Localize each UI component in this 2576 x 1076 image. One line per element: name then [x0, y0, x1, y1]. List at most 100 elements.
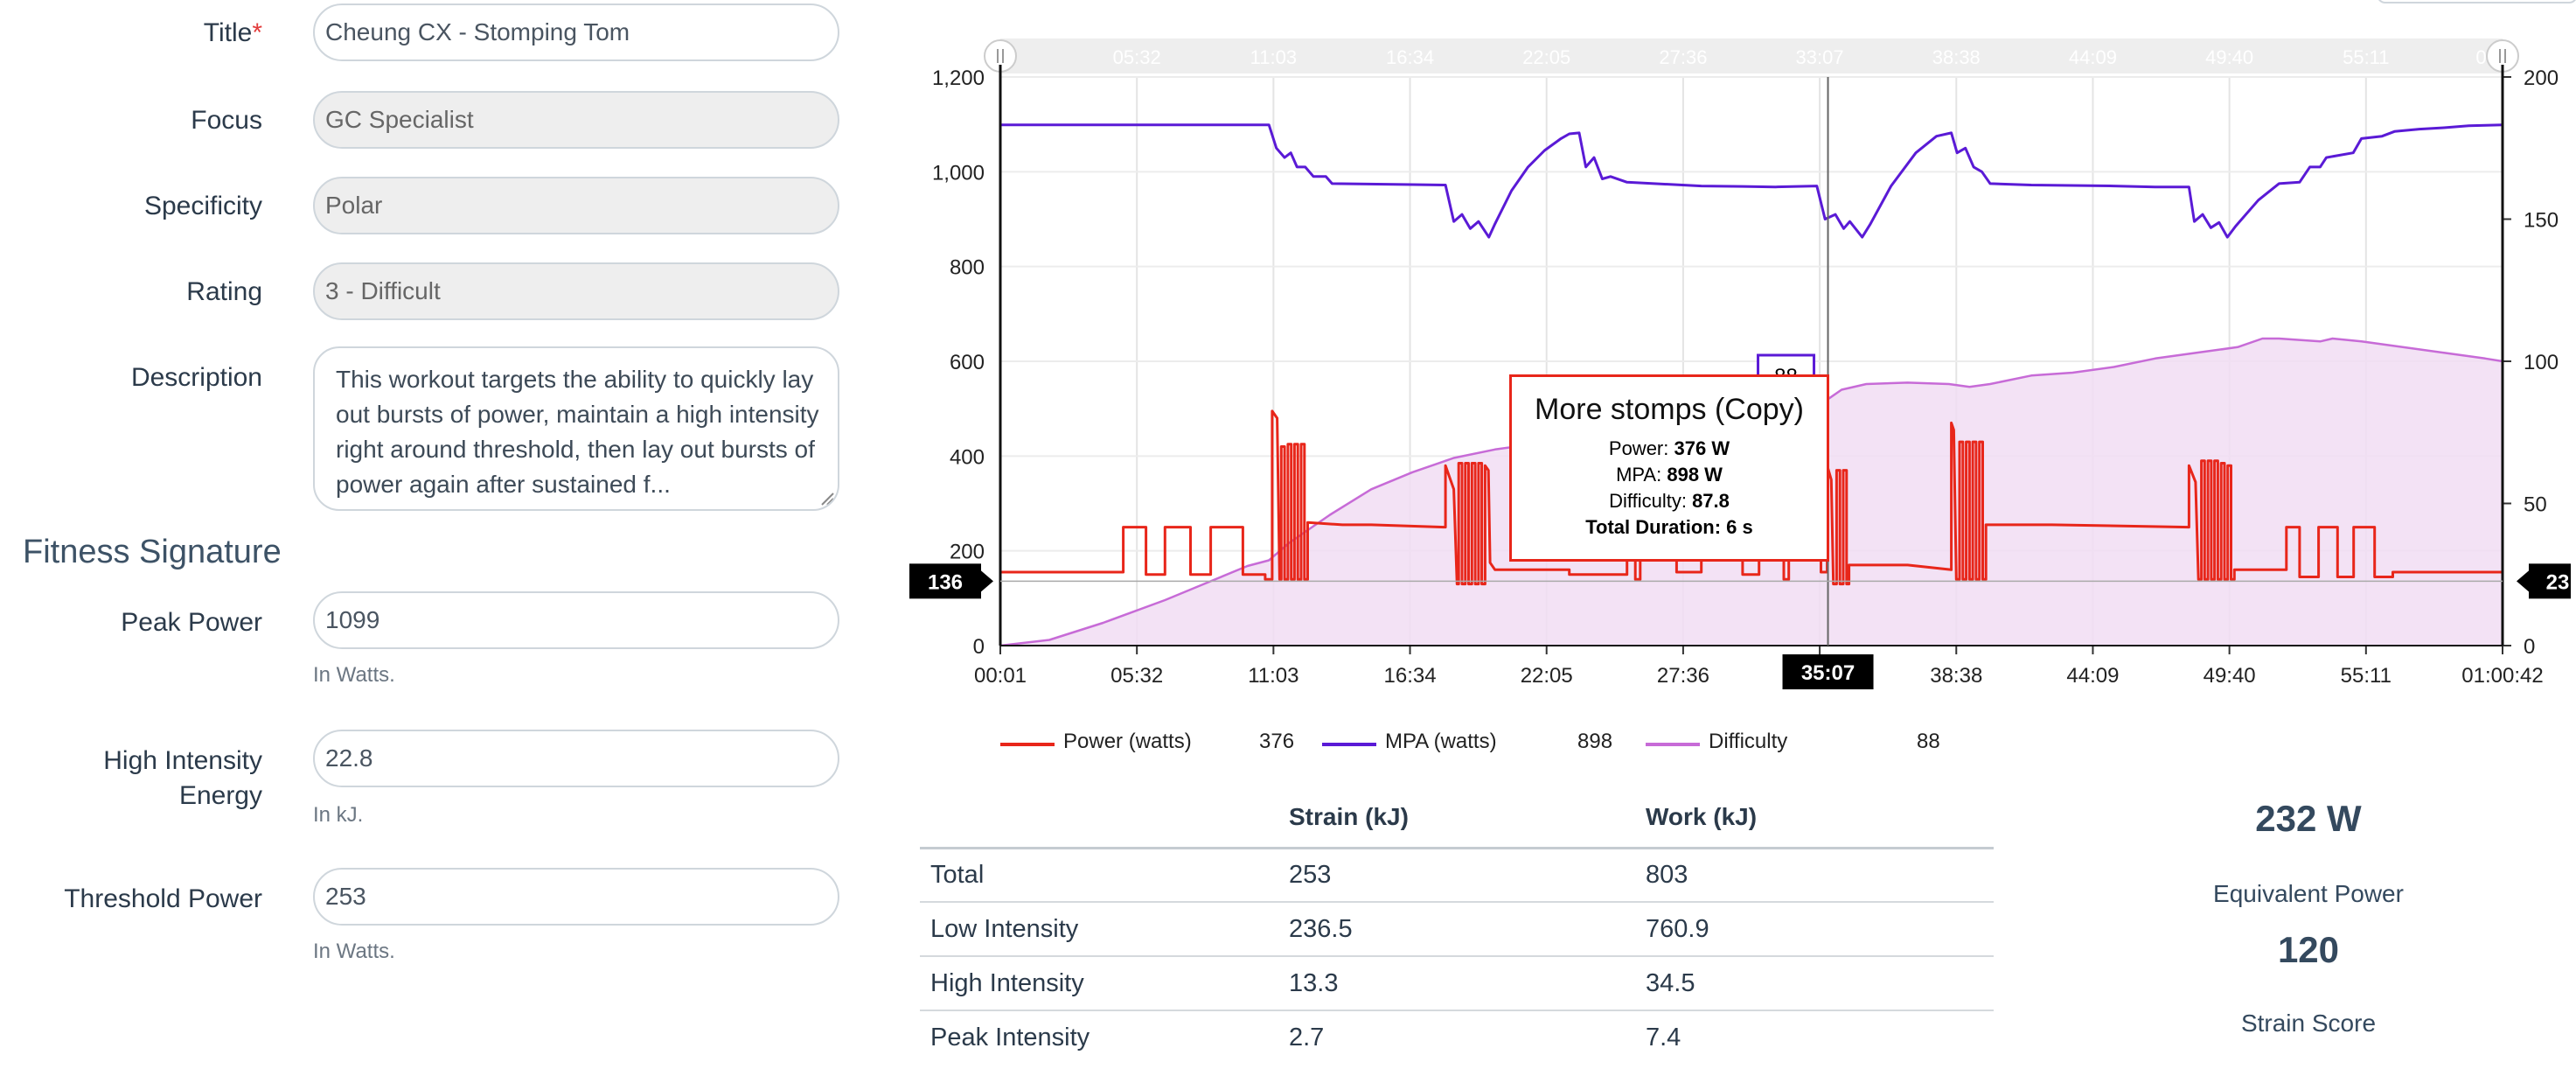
- crosshair-right-box: [2529, 563, 2571, 599]
- y-right-tick-label: 150: [2524, 209, 2559, 233]
- navigator-label: 55:11: [2343, 46, 2389, 68]
- required-mark: *: [252, 18, 262, 47]
- navigator-label: 16:34: [1386, 46, 1434, 68]
- navigator-track: [1000, 38, 2503, 73]
- navigator-left-handle[interactable]: [984, 39, 1017, 73]
- legend-label[interactable]: Difficulty: [1709, 730, 1788, 753]
- description-text: This workout targets the ability to quic…: [336, 366, 819, 498]
- legend-swatch[interactable]: [1322, 743, 1376, 746]
- threshold-power-input[interactable]: [313, 868, 839, 926]
- x-tick-label: 44:09: [2066, 664, 2119, 688]
- legend-label[interactable]: Power (watts): [1063, 730, 1192, 753]
- table-divider: [920, 955, 1994, 957]
- table-header-divider: [920, 847, 1994, 849]
- table-cell: 34.5: [1646, 969, 1695, 997]
- navigator-label: 38:38: [1932, 46, 1981, 68]
- workout-chart[interactable]: 05:32 11:03 16:34 22:05 27:36 33:07 38:38 44:09…: [909, 26, 2571, 717]
- tooltip-difficulty: Difficulty: 87.8: [1609, 490, 1730, 512]
- legend-value: 898: [1577, 730, 1613, 753]
- title-label: Title*: [203, 18, 262, 47]
- rating-field[interactable]: [313, 262, 839, 320]
- table-row-label: High Intensity: [930, 969, 1084, 997]
- focus-label: Focus: [191, 106, 262, 135]
- peak-power-label: Peak Power: [121, 608, 262, 637]
- legend-value: 376: [1259, 730, 1295, 753]
- table-header-work: Work (kJ): [1646, 803, 1758, 830]
- navigator-label: 05:32: [1113, 46, 1161, 68]
- description-textarea[interactable]: This workout targets the ability to quic…: [313, 346, 839, 511]
- legend-label[interactable]: MPA (watts): [1385, 730, 1497, 753]
- table-header-strain: Strain (kJ): [1289, 803, 1409, 830]
- chart-axes: 00:0105:3211:0316:3422:0527:3633:0738:38…: [932, 65, 2559, 688]
- table-row-label: Total: [930, 861, 985, 889]
- hie-label-line2: Energy: [178, 781, 262, 810]
- tooltip-duration: Total Duration: 6 s: [1585, 516, 1753, 538]
- crosshair-time-label: 35:07: [1801, 661, 1855, 685]
- y-left-tick-label: 0: [973, 635, 985, 659]
- rating-label: Rating: [186, 277, 262, 306]
- hie-label-line1: High Intensity: [103, 746, 262, 775]
- y-right-tick-label: 0: [2524, 635, 2535, 659]
- resize-grip-icon[interactable]: [818, 490, 834, 506]
- y-right-tick-label: 100: [2524, 351, 2559, 374]
- tooltip-mpa: MPA: 898 W: [1616, 464, 1723, 486]
- legend-value: 88: [1917, 730, 1940, 753]
- y-left-tick-label: 1,200: [932, 66, 985, 90]
- y-left-tick-label: 1,000: [932, 161, 985, 185]
- y-left-tick-label: 800: [950, 256, 985, 280]
- tooltip-power: Power: 376 W: [1608, 437, 1730, 459]
- series-line-power: [1000, 409, 2503, 586]
- table-cell: 803: [1646, 861, 1688, 889]
- table-row-label: Peak Intensity: [930, 1024, 1090, 1052]
- legend-swatch[interactable]: [1646, 743, 1700, 746]
- navigator-right-handle[interactable]: [2486, 39, 2519, 73]
- strain-score-value: 120: [2277, 929, 2340, 970]
- table-cell: 236.5: [1289, 915, 1353, 943]
- legend-swatch[interactable]: [1000, 743, 1055, 746]
- y-right-tick-label: 50: [2524, 493, 2547, 517]
- table-cell: 760.9: [1646, 915, 1709, 943]
- focus-field[interactable]: [313, 91, 839, 149]
- top-right-button[interactable]: [2377, 0, 2576, 3]
- table-row-label: Low Intensity: [930, 915, 1079, 943]
- y-left-tick-label: 600: [950, 351, 985, 374]
- title-input[interactable]: [313, 3, 839, 61]
- table-cell: 13.3: [1289, 969, 1339, 997]
- crosshair-right-arrow: [2517, 570, 2529, 592]
- crosshair-time-box: [1782, 654, 1874, 689]
- tooltip-title: More stomps (Copy): [1535, 393, 1804, 426]
- x-tick-label: 38:38: [1930, 664, 1982, 688]
- x-tick-label: 01:00:42: [2461, 664, 2543, 688]
- chart-tooltip: More stomps (Copy) Power: 376 W MPA: 898…: [1509, 374, 1829, 562]
- table-cell: 253: [1289, 861, 1332, 889]
- chart-navigator[interactable]: 05:32 11:03 16:34 22:05 27:36 33:07 38:38 44:09…: [984, 38, 2530, 73]
- x-tick-label: 55:11: [2341, 664, 2392, 688]
- navigator-label: 49:40: [2205, 46, 2253, 68]
- y-right-tick-label: 200: [2524, 66, 2559, 90]
- equivalent-power-label: Equivalent Power: [2213, 880, 2404, 907]
- x-tick-label: 49:40: [2204, 664, 2256, 688]
- y-left-tick-label: 400: [950, 445, 985, 469]
- navigator-label: 33:07: [1796, 46, 1844, 68]
- peak-power-input[interactable]: [313, 591, 839, 649]
- navigator-label: 22:05: [1522, 46, 1570, 68]
- specificity-field[interactable]: [313, 177, 839, 234]
- crosshair-left-arrow: [981, 570, 993, 592]
- x-tick-label: 05:32: [1110, 664, 1163, 688]
- navigator-label: 11:03: [1250, 46, 1297, 68]
- x-tick-label: 27:36: [1657, 664, 1709, 688]
- crosshair-left-box: [909, 563, 981, 599]
- x-tick-label: 16:34: [1384, 664, 1437, 688]
- y-left-tick-label: 200: [950, 541, 985, 564]
- peak-power-hint: In Watts.: [313, 663, 395, 687]
- hie-input[interactable]: [313, 730, 839, 787]
- x-tick-label: 11:03: [1248, 664, 1298, 688]
- crosshair-left-label: 136: [928, 570, 963, 594]
- description-label: Description: [130, 363, 262, 392]
- crosshair-right-label: 23: [2546, 570, 2570, 594]
- threshold-power-hint: In Watts.: [313, 940, 395, 963]
- x-tick-label: 00:01: [974, 664, 1027, 688]
- fitness-signature-title: Fitness Signature: [23, 534, 282, 570]
- table-divider: [920, 1010, 1994, 1011]
- table-cell: 7.4: [1646, 1024, 1681, 1052]
